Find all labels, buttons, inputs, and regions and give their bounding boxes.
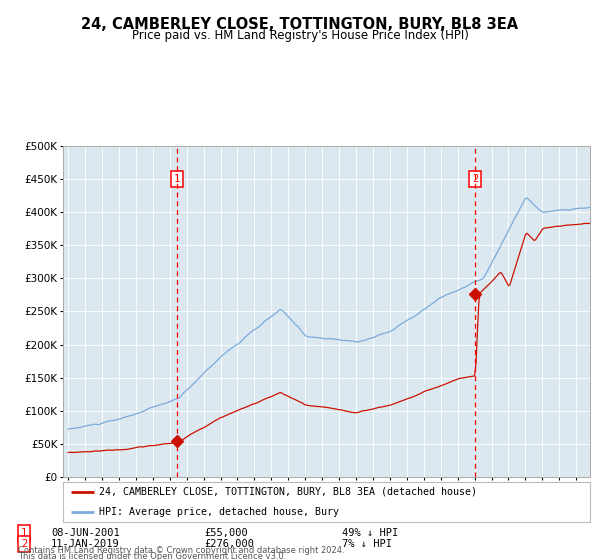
Text: 08-JUN-2001: 08-JUN-2001: [51, 528, 120, 538]
Text: 49% ↓ HPI: 49% ↓ HPI: [342, 528, 398, 538]
Text: Contains HM Land Registry data © Crown copyright and database right 2024.: Contains HM Land Registry data © Crown c…: [18, 547, 344, 556]
Text: 2: 2: [472, 174, 478, 184]
Text: 24, CAMBERLEY CLOSE, TOTTINGTON, BURY, BL8 3EA (detached house): 24, CAMBERLEY CLOSE, TOTTINGTON, BURY, B…: [99, 487, 477, 497]
Text: £55,000: £55,000: [204, 528, 248, 538]
Text: 24, CAMBERLEY CLOSE, TOTTINGTON, BURY, BL8 3EA: 24, CAMBERLEY CLOSE, TOTTINGTON, BURY, B…: [82, 17, 518, 32]
Text: 2: 2: [21, 539, 27, 549]
Text: 1: 1: [174, 174, 180, 184]
Text: 1: 1: [21, 528, 27, 538]
Text: 11-JAN-2019: 11-JAN-2019: [51, 539, 120, 549]
Text: £276,000: £276,000: [204, 539, 254, 549]
Text: Price paid vs. HM Land Registry's House Price Index (HPI): Price paid vs. HM Land Registry's House …: [131, 29, 469, 42]
Text: 7% ↓ HPI: 7% ↓ HPI: [342, 539, 392, 549]
Text: This data is licensed under the Open Government Licence v3.0.: This data is licensed under the Open Gov…: [18, 552, 286, 560]
Text: HPI: Average price, detached house, Bury: HPI: Average price, detached house, Bury: [99, 507, 339, 517]
